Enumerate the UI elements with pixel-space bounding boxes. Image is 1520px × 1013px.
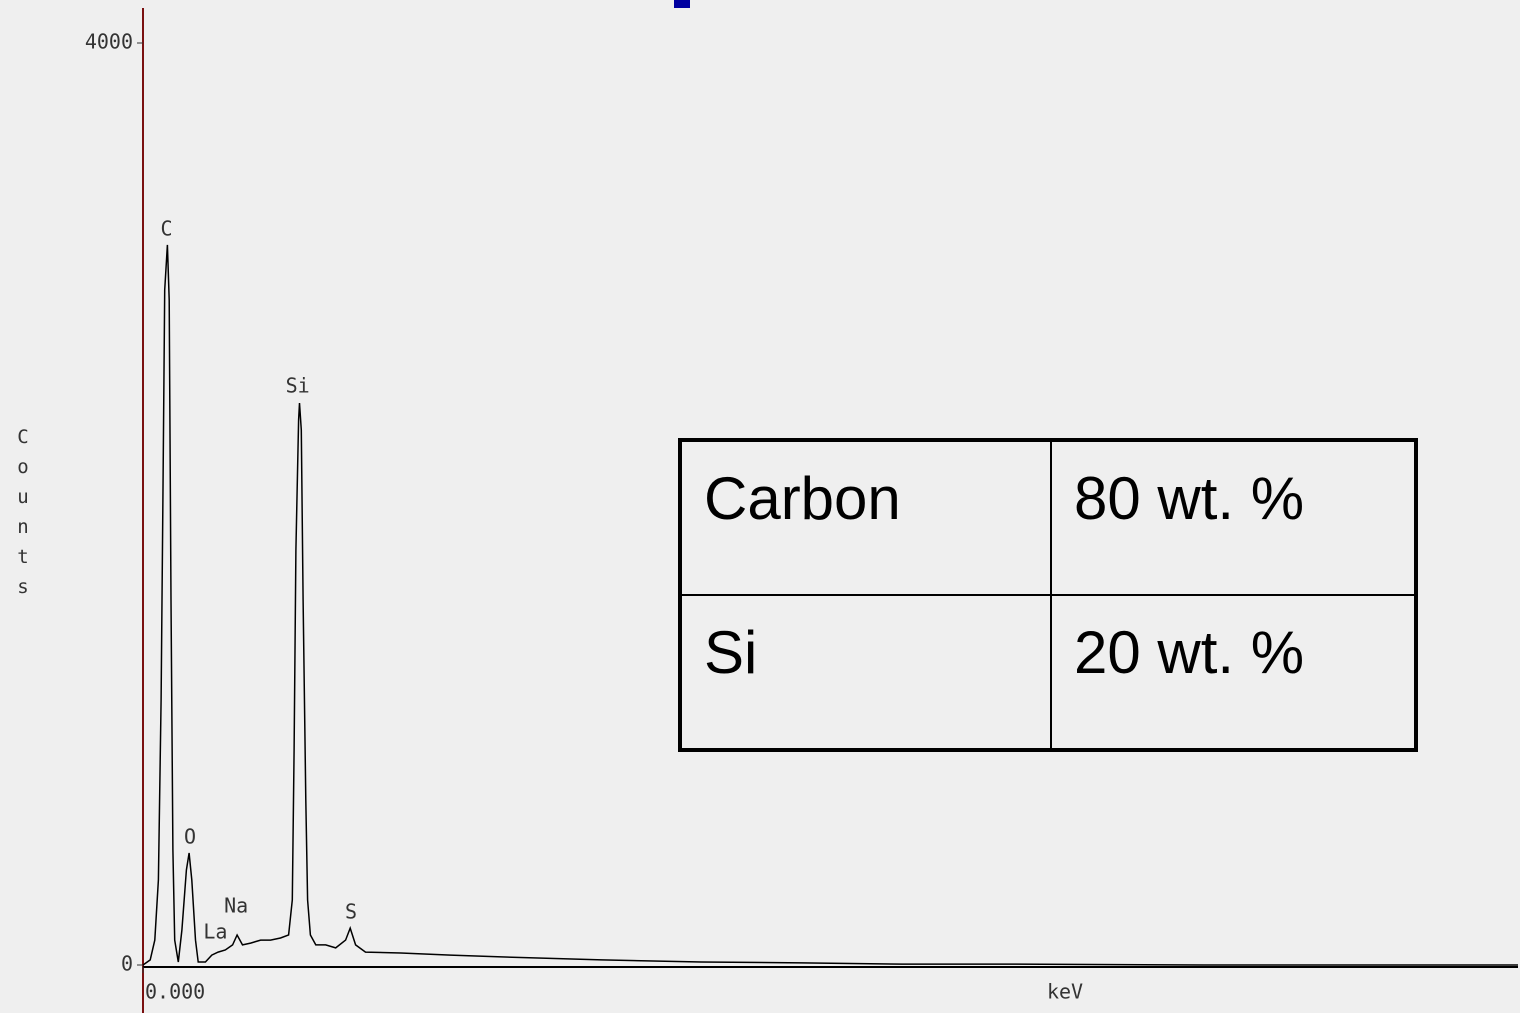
- table-cell: Si: [679, 594, 1052, 751]
- peak-label: C: [160, 216, 172, 240]
- peak-label: Si: [286, 373, 310, 397]
- marker-block: [674, 0, 690, 8]
- peak-label: Na: [224, 893, 248, 917]
- x-axis-label: keV: [1047, 980, 1083, 1004]
- y-tick-label: 4000: [85, 30, 133, 54]
- composition-table: Carbon 80 wt. % Si 20 wt. %: [678, 438, 1418, 752]
- y-tick-label: 0: [121, 952, 133, 976]
- table-cell: Carbon: [679, 439, 1052, 596]
- table-cell: 80 wt. %: [1050, 439, 1417, 596]
- x-tick-label: 0.000: [145, 980, 205, 1004]
- table-row: Carbon 80 wt. %: [679, 439, 1417, 596]
- peak-label: O: [184, 824, 196, 848]
- peak-label: S: [345, 899, 357, 923]
- peak-label: La: [203, 919, 227, 943]
- y-axis-label: Counts: [12, 426, 34, 606]
- table-row: Si 20 wt. %: [679, 594, 1417, 751]
- spectrum-line: [142, 244, 1518, 966]
- table-cell: 20 wt. %: [1050, 594, 1417, 751]
